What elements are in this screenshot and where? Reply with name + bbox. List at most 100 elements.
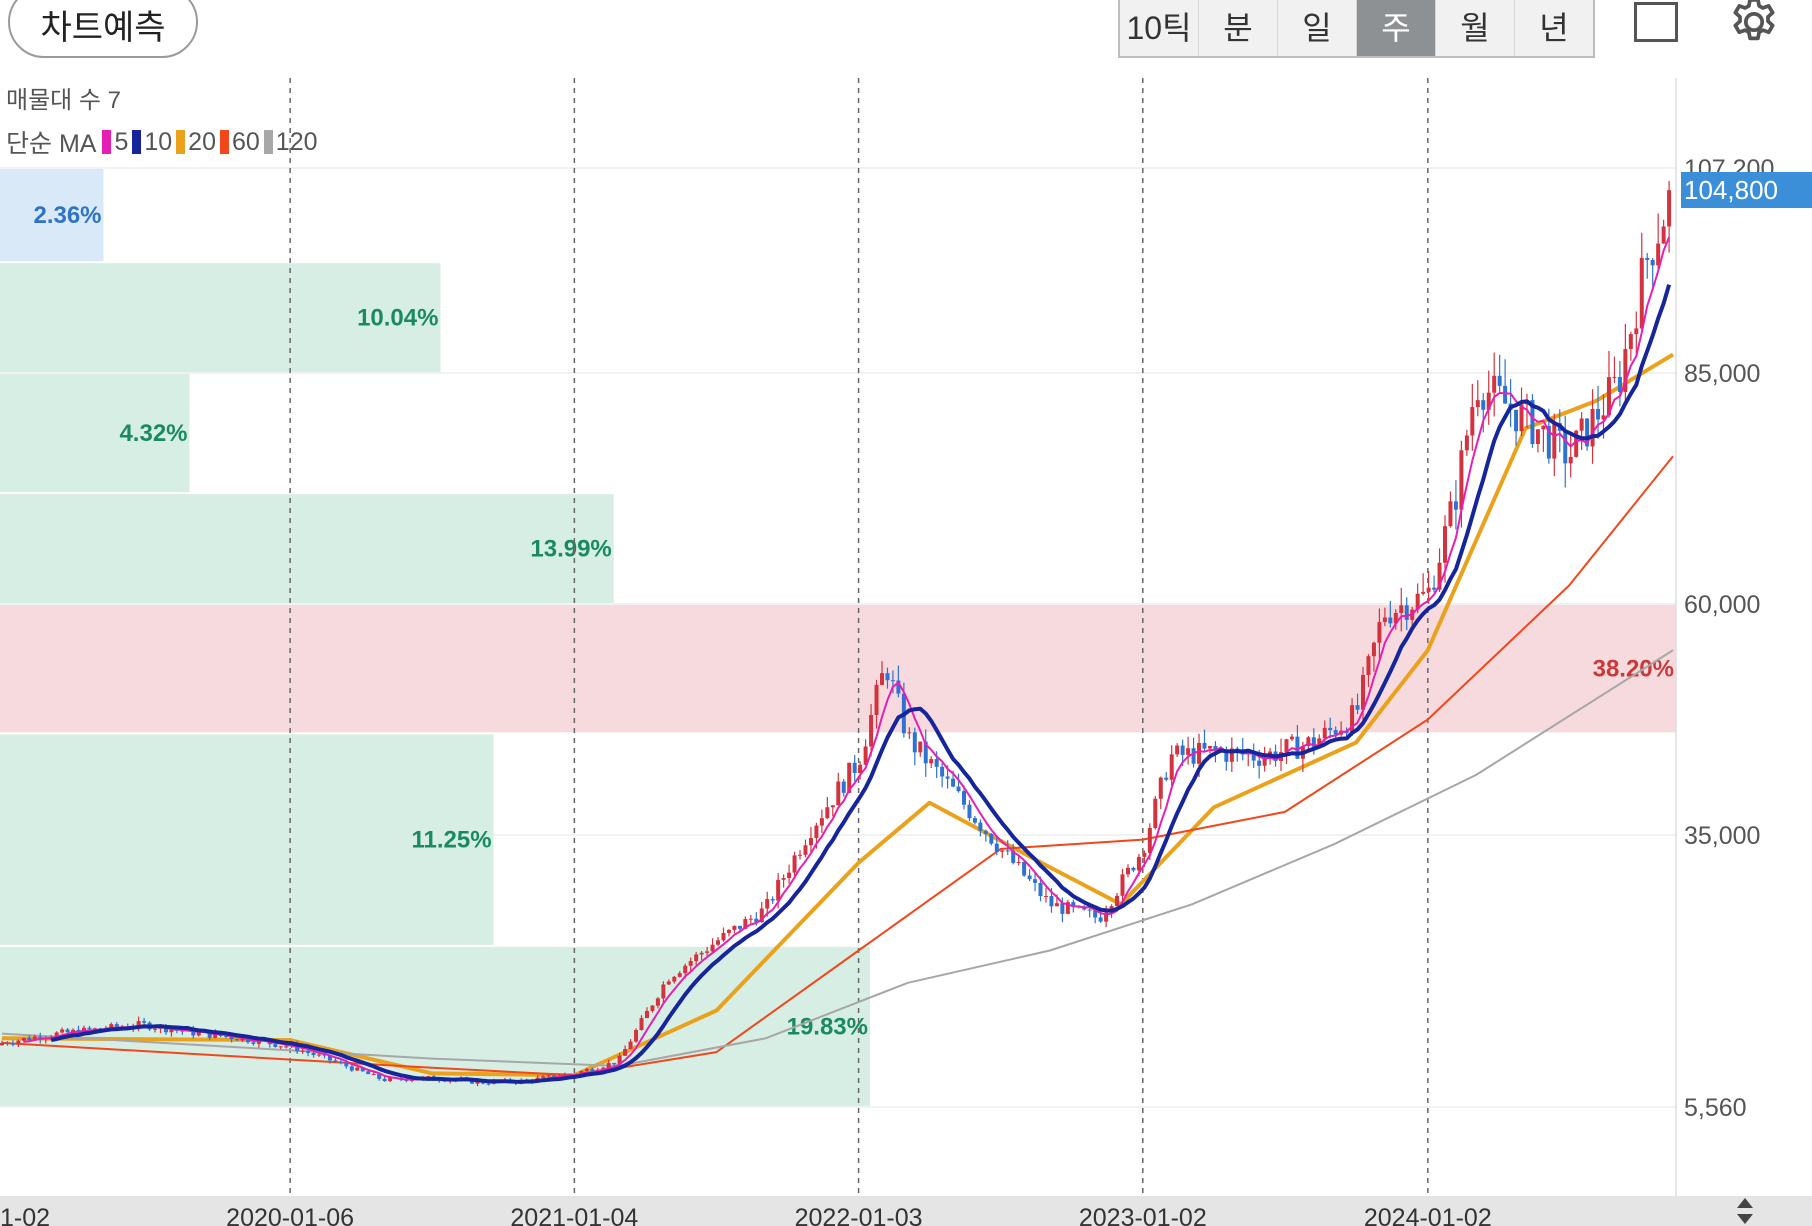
- date-tick-label: 2020-01-06: [226, 1204, 354, 1226]
- candle-body: [1459, 450, 1464, 510]
- candle-body: [1486, 392, 1491, 410]
- volume-profile-label: 38.20%: [1593, 656, 1674, 683]
- period-tab-5[interactable]: 년: [1539, 10, 1569, 46]
- candle-body: [5, 1042, 10, 1044]
- period-tab-1[interactable]: 분: [1199, 0, 1278, 56]
- ma-period-label: 60: [231, 127, 260, 156]
- candle-body: [1661, 226, 1666, 244]
- last-price-tag: 104,800: [1681, 172, 1812, 209]
- ma-line-ma5: [23, 236, 1671, 1084]
- candle-body: [153, 1028, 158, 1030]
- candle-body: [1514, 409, 1519, 432]
- candle-body: [650, 1005, 655, 1011]
- candle-body: [169, 1029, 174, 1033]
- date-tick-label: 2024-01-02: [1364, 1204, 1492, 1226]
- candle-body: [552, 1075, 557, 1078]
- candle-body: [1180, 745, 1185, 755]
- candle-body: [666, 981, 671, 985]
- period-tab-4[interactable]: 월: [1436, 0, 1515, 56]
- candle-body: [196, 1032, 201, 1036]
- volume-profile-label: 10.04%: [357, 305, 438, 332]
- candle-body: [869, 715, 874, 747]
- candle-body: [1213, 746, 1218, 751]
- candle-body: [1541, 425, 1546, 430]
- candle-body: [1645, 257, 1650, 260]
- candle-body: [0, 1042, 4, 1046]
- candle-body: [1481, 400, 1486, 410]
- candle-body: [1142, 852, 1147, 857]
- candle-body: [694, 954, 699, 962]
- candle-body: [770, 899, 775, 901]
- ma-color-swatch: [219, 130, 229, 154]
- candle-body: [475, 1081, 480, 1084]
- candle-body: [721, 932, 726, 941]
- gear-icon[interactable]: [1726, 0, 1782, 50]
- ma-legend-item: 60: [219, 127, 260, 157]
- volume-profile-label: 13.99%: [530, 536, 611, 563]
- candle-body: [388, 1077, 393, 1082]
- candle-body: [1235, 748, 1240, 750]
- candle-body: [306, 1050, 311, 1053]
- candle-body: [1306, 737, 1311, 746]
- candle-body: [1158, 777, 1163, 799]
- square-icon[interactable]: [1634, 2, 1678, 42]
- candle-body: [54, 1032, 59, 1037]
- candle-body: [284, 1046, 289, 1048]
- period-tab-0[interactable]: 10틱: [1120, 0, 1199, 56]
- candle-body: [1568, 456, 1573, 464]
- candle-body: [978, 822, 983, 831]
- candle-body: [311, 1052, 316, 1056]
- period-tab-2[interactable]: 일: [1278, 0, 1357, 56]
- candle-body: [617, 1055, 622, 1065]
- candle-body: [972, 818, 977, 823]
- volume-profile-label: 2.36%: [33, 202, 101, 229]
- candle-body: [1415, 593, 1420, 610]
- candle-body: [776, 879, 781, 901]
- candle-body: [1606, 377, 1611, 416]
- candle-body: [1475, 400, 1480, 408]
- candle-body: [830, 805, 835, 808]
- candle-body: [1322, 727, 1327, 739]
- candle-body: [1191, 748, 1196, 764]
- candle-body: [1612, 376, 1617, 378]
- candle-body: [382, 1078, 387, 1082]
- candle-body: [1667, 190, 1672, 227]
- candle-body: [858, 764, 863, 774]
- candle-body: [1147, 827, 1152, 853]
- candle-body: [1197, 742, 1202, 764]
- volume-profile-bar: [0, 169, 104, 262]
- candle-body: [808, 838, 813, 846]
- candle-body: [1186, 748, 1191, 755]
- candle-body: [1136, 856, 1141, 871]
- ma-legend-item: 120: [263, 128, 318, 157]
- candle-body: [1639, 257, 1644, 329]
- candle-body: [1503, 385, 1508, 404]
- ma-legend-item: 20: [176, 128, 216, 157]
- candle-body: [634, 1030, 639, 1042]
- candle-body: [726, 929, 731, 933]
- candle-body: [1295, 736, 1300, 759]
- candle-body: [710, 944, 715, 952]
- chart-predict-button[interactable]: 차트예측: [8, 0, 198, 58]
- candle-body: [136, 1021, 141, 1028]
- candle-body: [1060, 903, 1065, 914]
- ma-period-label: 20: [188, 127, 216, 156]
- candle-body: [278, 1046, 283, 1048]
- candle-body: [1371, 642, 1376, 657]
- scroll-updown-icon[interactable]: [1734, 1196, 1756, 1226]
- candle-body: [863, 746, 868, 765]
- candle-body: [1634, 328, 1639, 335]
- candle-body: [1251, 753, 1256, 761]
- candle-body: [1229, 748, 1234, 762]
- candle-body: [1546, 425, 1551, 459]
- candle-body: [71, 1029, 76, 1033]
- candle-body: [1202, 742, 1207, 749]
- candle-body: [1426, 587, 1431, 592]
- candle-body: [1175, 745, 1180, 755]
- period-tab-3[interactable]: 주: [1357, 0, 1436, 56]
- candle-body: [1377, 622, 1382, 643]
- candle-body: [1284, 739, 1289, 753]
- volume-profile-bar: [0, 734, 494, 945]
